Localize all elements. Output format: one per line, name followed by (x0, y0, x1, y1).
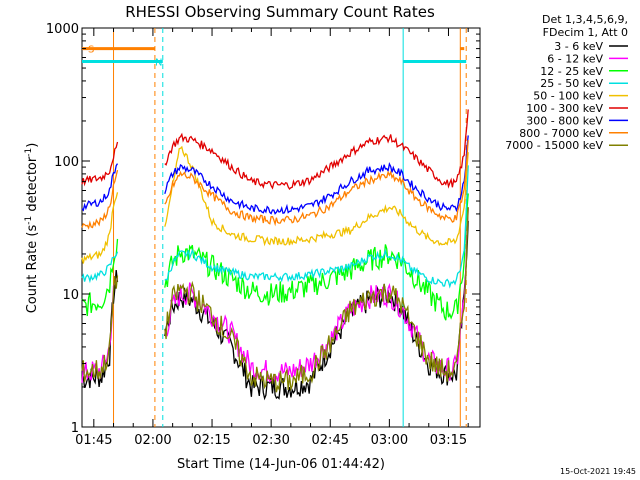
x-axis-label: Start Time (14-Jun-06 01:44:42) (177, 457, 385, 472)
flag-label-s: S (88, 45, 94, 56)
y-axis-label-sup2: -1 (24, 148, 34, 157)
y-axis-label: Count Rate (s-1 detector-1) (24, 143, 40, 314)
legend-label-4: 50 - 100 keV (533, 90, 603, 103)
series-line-6 (81, 135, 469, 215)
x-tick-label-2: 02:15 (193, 433, 230, 448)
series-line-3 (81, 165, 469, 289)
chart-title: RHESSI Observing Summary Count Rates (125, 3, 435, 21)
legend-label-2: 12 - 25 keV (540, 65, 603, 78)
legend-label-1: 6 - 12 keV (547, 52, 603, 65)
y-tick-label-3: 1000 (46, 22, 79, 37)
legend-header-0: Det 1,3,4,5,6,9, (542, 13, 628, 26)
legend: Det 1,3,4,5,6,9,FDecim 1, Att 03 - 6 keV… (505, 13, 628, 152)
series-line-7 (81, 140, 469, 230)
y-axis-label-part3: ) (25, 143, 40, 148)
series-line-5 (81, 109, 469, 191)
legend-label-8: 7000 - 15000 keV (505, 139, 603, 152)
y-tick-label-0: 1 (71, 421, 79, 436)
legend-label-6: 300 - 800 keV (526, 114, 603, 127)
x-tick-label-1: 02:00 (134, 433, 171, 448)
y-tick-label-2: 100 (54, 155, 79, 170)
y-axis-label-part2: detector (25, 156, 40, 216)
y-axis-label-sup1: -1 (24, 216, 34, 225)
y-axis: 1 10 100 1000 (46, 22, 480, 436)
series-line-2 (81, 193, 469, 321)
legend-header-1: FDecim 1, Att 0 (543, 26, 628, 39)
legend-label-5: 100 - 300 keV (526, 102, 603, 115)
x-tick-label-5: 03:00 (371, 433, 408, 448)
x-tick-label-0: 01:45 (75, 433, 112, 448)
legend-label-0: 3 - 6 keV (554, 40, 603, 53)
x-tick-label-6: 03:15 (430, 433, 467, 448)
x-tick-label-3: 02:30 (252, 433, 289, 448)
series-line-8 (81, 207, 469, 393)
series-line-4 (81, 145, 469, 264)
y-axis-label-part1: Count Rate (s (25, 225, 40, 314)
status-flags: SN (82, 45, 467, 68)
series-lines (81, 109, 469, 401)
y-tick-label-1: 10 (62, 288, 79, 303)
legend-label-3: 25 - 50 keV (540, 77, 603, 90)
flag-label-n: N (155, 57, 162, 68)
legend-label-7: 800 - 7000 keV (519, 127, 603, 140)
x-tick-label-4: 02:45 (312, 433, 349, 448)
x-axis: 01:45 02:00 02:15 02:30 02:45 03:00 03:15 (75, 28, 469, 448)
timestamp-label: 15-Oct-2021 19:45 (560, 467, 636, 476)
